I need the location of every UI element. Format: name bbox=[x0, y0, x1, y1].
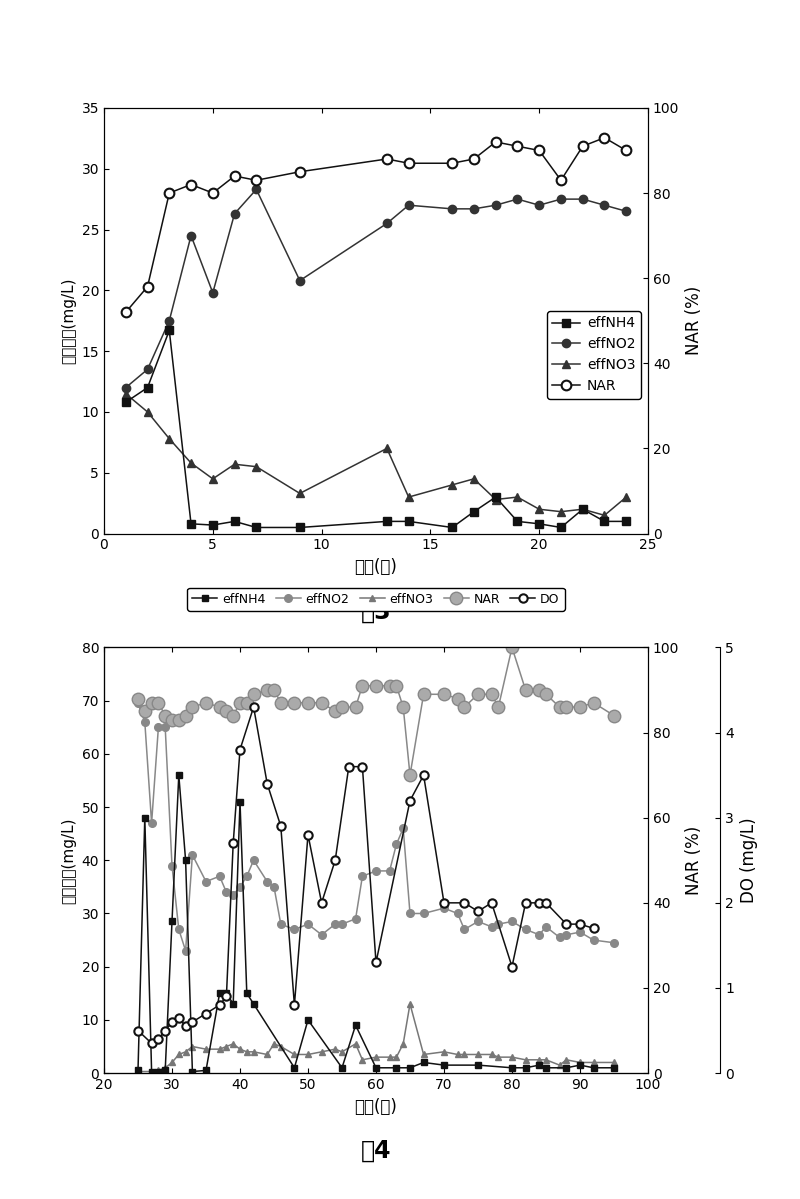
Text: 图4: 图4 bbox=[361, 1139, 391, 1163]
Legend: effNH4, effNO2, effNO3, NAR: effNH4, effNO2, effNO3, NAR bbox=[546, 311, 641, 399]
Y-axis label: 氮的浓度(mg/L): 氮的浓度(mg/L) bbox=[61, 817, 76, 904]
X-axis label: 时间(天): 时间(天) bbox=[354, 558, 398, 576]
Y-axis label: 氮的浓度(mg/L): 氮的浓度(mg/L) bbox=[61, 277, 76, 364]
Text: 图3: 图3 bbox=[361, 600, 391, 623]
Y-axis label: DO (mg/L): DO (mg/L) bbox=[739, 818, 758, 903]
Y-axis label: NAR (%): NAR (%) bbox=[685, 826, 702, 894]
X-axis label: 时间(天): 时间(天) bbox=[354, 1097, 398, 1115]
Legend: effNH4, effNO2, effNO3, NAR, DO: effNH4, effNO2, effNO3, NAR, DO bbox=[187, 588, 565, 610]
Y-axis label: NAR (%): NAR (%) bbox=[685, 287, 702, 355]
